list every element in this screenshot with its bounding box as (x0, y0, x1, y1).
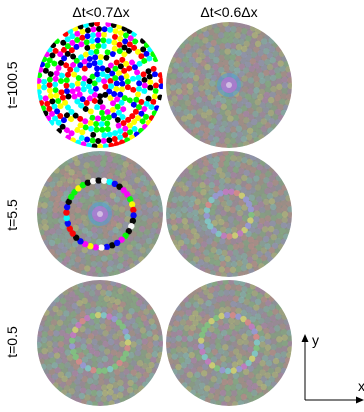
disk-row0-col1 (166, 22, 292, 148)
x-axis-label: x (358, 378, 364, 394)
disk-row0-col0-svg (37, 22, 163, 148)
column-title-0: Δt<0.7Δx (72, 4, 130, 20)
disk-row1-col1-svg (166, 151, 292, 277)
disk-row1-col0 (37, 151, 163, 277)
axes-arrows (301, 334, 364, 404)
disk-row2-col1 (166, 280, 292, 406)
axes-indicator: y x (300, 330, 364, 407)
disk-row2-col1-svg (166, 280, 292, 406)
disk-row2-col0-svg (37, 280, 163, 406)
disk-row1-col0-svg (37, 151, 163, 277)
row-label-1: t=5.5 (4, 199, 20, 231)
row-label-2: t=0.5 (4, 326, 20, 358)
disk-row1-col1 (166, 151, 292, 277)
disk-row0-col1-svg (166, 22, 292, 148)
row-label-0: t=100.5 (4, 61, 20, 109)
y-axis-label: y (312, 332, 319, 348)
column-title-1: Δt<0.6Δx (200, 4, 258, 20)
disk-row2-col0 (37, 280, 163, 406)
disk-row0-col0 (37, 22, 163, 148)
